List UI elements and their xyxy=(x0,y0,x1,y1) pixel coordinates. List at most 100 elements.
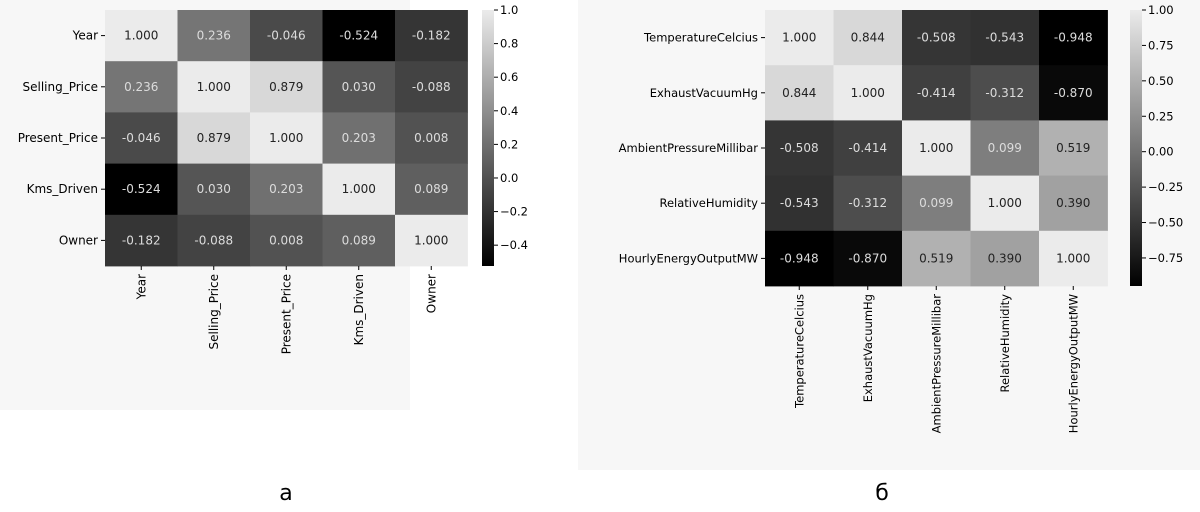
cell-value-label: 0.008 xyxy=(414,131,448,145)
x-tick-label: HourlyEnergyOutputMW xyxy=(1066,294,1080,433)
heatmap-cell xyxy=(765,65,834,121)
heatmap-cell xyxy=(250,10,323,62)
cell-value-label: -0.870 xyxy=(1054,86,1093,100)
heatmap-cell xyxy=(322,61,396,113)
cell-value-label: 0.099 xyxy=(919,196,953,210)
heatmap-cell xyxy=(1039,120,1108,176)
cell-value-label: 0.879 xyxy=(269,80,303,94)
heatmap-cell xyxy=(177,214,251,267)
x-tick-label: Selling_Price xyxy=(207,274,221,350)
y-tick-label: AmbientPressureMillibar xyxy=(619,141,759,155)
heatmap-cell xyxy=(395,112,468,164)
cell-value-label: 0.844 xyxy=(851,31,885,45)
y-tick-label: Selling_Price xyxy=(23,80,99,94)
x-tick-label: Owner xyxy=(424,274,438,313)
heatmap-cell xyxy=(970,120,1040,176)
heatmap-cell xyxy=(902,230,971,287)
heatmap-cell xyxy=(970,10,1040,66)
cell-value-label: 0.390 xyxy=(988,251,1022,265)
heatmap-cell xyxy=(177,112,251,164)
heatmap-cell xyxy=(970,65,1040,121)
cell-value-label: -0.508 xyxy=(780,141,819,155)
colorbar-tick-label: 0.0 xyxy=(500,171,518,185)
cell-value-label: 0.030 xyxy=(197,182,231,196)
heatmap-cell xyxy=(177,10,251,62)
heatmap-cell xyxy=(322,112,396,164)
colorbar-tick-label: 0.6 xyxy=(500,70,518,84)
heatmap-cell xyxy=(250,214,323,267)
cell-value-label: 1.000 xyxy=(1056,251,1090,265)
cell-value-label: 0.519 xyxy=(1056,141,1090,155)
cell-value-label: 1.000 xyxy=(919,141,953,155)
cell-value-label: 0.089 xyxy=(414,182,448,196)
heatmap-cell xyxy=(105,214,178,267)
cell-value-label: -0.948 xyxy=(1054,31,1093,45)
cell-value-label: 1.000 xyxy=(124,29,158,43)
colorbar-tick-label: 0.50 xyxy=(1148,74,1174,88)
x-tick-label: Present_Price xyxy=(279,274,293,354)
caption-a: а xyxy=(279,481,292,506)
cell-value-label: 1.000 xyxy=(414,233,448,247)
heatmap-cell xyxy=(395,214,468,267)
cell-value-label: -0.543 xyxy=(985,31,1024,45)
heatmap-cell xyxy=(395,10,468,62)
cell-value-label: 1.000 xyxy=(782,31,816,45)
colorbar-tick-label: −0.4 xyxy=(500,238,528,252)
cell-value-label: 0.089 xyxy=(342,233,376,247)
y-tick-label: Owner xyxy=(59,233,98,247)
heatmap-cell xyxy=(833,120,903,176)
x-tick-label: ExhaustVacuumHg xyxy=(861,294,875,402)
heatmap-b: 1.000 0.844 -0.508 -0.543 -0.948 0.844 1.000 -0… xyxy=(619,3,1184,433)
cell-value-label: -0.414 xyxy=(917,86,956,100)
cell-value-label: 0.519 xyxy=(919,251,953,265)
heatmap-cell xyxy=(105,112,178,164)
heatmap-cell xyxy=(765,230,834,287)
colorbar-tick-label: 0.4 xyxy=(500,104,518,118)
y-tick-label: TemperatureCelcius xyxy=(643,31,758,45)
cell-value-label: -0.046 xyxy=(267,29,306,43)
colorbar-tick-label: −0.50 xyxy=(1148,216,1183,230)
heatmap-cell xyxy=(833,10,903,66)
cell-value-label: 0.008 xyxy=(269,233,303,247)
heatmap-cell xyxy=(902,175,971,232)
colorbar-tick-label: 1.0 xyxy=(500,3,518,17)
heatmap-cell xyxy=(970,230,1040,287)
cell-value-label: -0.870 xyxy=(848,251,887,265)
heatmap-cell xyxy=(765,120,834,176)
colorbar-tick-label: 0.8 xyxy=(500,37,518,51)
heatmap-cell xyxy=(765,175,834,232)
cell-value-label: -0.182 xyxy=(122,233,161,247)
cell-value-label: -0.524 xyxy=(122,182,161,196)
heatmap-cell xyxy=(105,163,178,216)
x-tick-label: TemperatureCelcius xyxy=(792,294,806,409)
heatmap-cell xyxy=(250,112,323,164)
y-tick-label: ExhaustVacuumHg xyxy=(650,86,758,100)
heatmap-cell xyxy=(322,10,396,62)
colorbar xyxy=(482,10,494,266)
cell-value-label: 0.236 xyxy=(124,80,158,94)
heatmap-cell xyxy=(833,175,903,232)
cell-value-label: -0.046 xyxy=(122,131,161,145)
heatmap-cell xyxy=(902,65,971,121)
heatmap-cell xyxy=(250,61,323,113)
heatmap-cell xyxy=(105,10,178,62)
cell-value-label: -0.312 xyxy=(848,196,887,210)
heatmap-cell xyxy=(395,61,468,113)
colorbar-tick-label: −0.2 xyxy=(500,205,528,219)
x-tick-label: AmbientPressureMillibar xyxy=(929,294,943,434)
heatmap-cell xyxy=(765,10,834,66)
cell-value-label: -0.182 xyxy=(412,29,451,43)
cell-value-label: -0.088 xyxy=(194,233,233,247)
cell-value-label: 1.000 xyxy=(269,131,303,145)
colorbar-tick-label: −0.25 xyxy=(1148,180,1183,194)
cell-value-label: 0.879 xyxy=(197,131,231,145)
heatmap-cell xyxy=(177,61,251,113)
heatmap-cell xyxy=(1039,230,1108,287)
cell-value-label: 1.000 xyxy=(988,196,1022,210)
x-tick-label: RelativeHumidity xyxy=(998,294,1012,393)
y-tick-label: Present_Price xyxy=(18,131,98,145)
cell-value-label: 0.203 xyxy=(342,131,376,145)
cell-value-label: 0.236 xyxy=(197,29,231,43)
y-tick-label: Year xyxy=(72,29,98,43)
